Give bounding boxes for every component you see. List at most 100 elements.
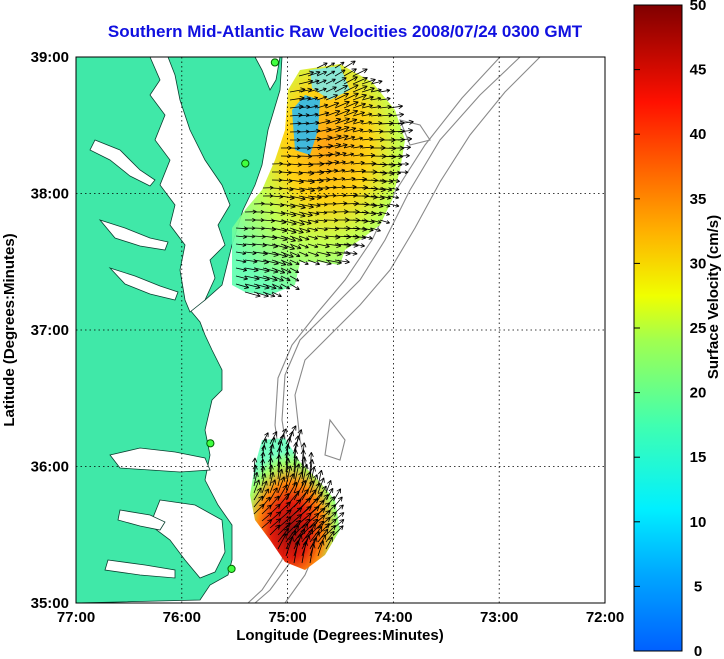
station-marker xyxy=(227,564,236,573)
velocity-arrow xyxy=(307,259,320,266)
velocity-arrow xyxy=(293,523,309,543)
velocity-arrow xyxy=(244,242,256,247)
velocity-arrow xyxy=(370,219,382,224)
velocity-arrow xyxy=(285,513,303,529)
velocity-arrow xyxy=(361,227,374,232)
y-tick-label: 38:00 xyxy=(31,186,69,203)
velocity-arrow xyxy=(325,536,333,550)
velocity-arrow xyxy=(317,528,329,543)
velocity-arrow xyxy=(343,101,359,109)
colorbar-tick-label: 20 xyxy=(690,385,707,402)
velocity-arrow xyxy=(352,111,365,117)
velocity-arrow xyxy=(334,134,349,141)
velocity-arrow xyxy=(388,195,400,200)
velocity-arrow xyxy=(293,540,301,564)
velocity-arrow xyxy=(298,227,311,233)
velocity-arrow xyxy=(260,451,266,466)
velocity-arrow xyxy=(379,219,390,224)
velocity-arrow xyxy=(316,71,327,77)
velocity-arrow xyxy=(379,211,390,216)
velocity-arrow xyxy=(379,96,391,101)
velocity-arrow xyxy=(388,104,404,110)
velocity-arrow xyxy=(280,275,291,282)
velocity-arrow xyxy=(253,291,269,298)
velocity-arrow xyxy=(235,259,247,264)
velocity-arrow xyxy=(298,96,312,101)
velocity-arrow xyxy=(289,243,302,250)
velocity-arrow xyxy=(325,109,341,117)
velocity-arrow xyxy=(307,211,320,216)
velocity-arrow xyxy=(316,227,328,232)
velocity-arrow xyxy=(285,465,293,487)
velocity-arrow xyxy=(334,100,350,109)
velocity-arrow xyxy=(285,481,297,501)
velocity-arrow xyxy=(269,524,281,536)
velocity-arrow xyxy=(334,258,350,265)
velocity-arrow xyxy=(289,259,300,265)
velocity-arrow xyxy=(298,251,309,257)
velocity-arrow xyxy=(333,525,344,536)
velocity-arrow xyxy=(352,144,364,149)
velocity-arrow xyxy=(289,267,300,274)
velocity-arrow xyxy=(343,84,359,93)
velocity-arrow xyxy=(361,128,373,133)
velocity-arrow xyxy=(301,471,311,494)
velocity-arrow xyxy=(334,69,346,77)
velocity-arrow xyxy=(280,283,291,290)
velocity-arrow xyxy=(235,283,250,289)
colorbar-tick-label: 25 xyxy=(690,320,707,337)
velocity-arrow xyxy=(307,70,321,77)
velocity-arrow xyxy=(261,512,273,522)
velocity-arrow xyxy=(253,471,259,487)
velocity-arrow xyxy=(361,120,373,125)
colorbar-tick-label: 40 xyxy=(690,126,707,143)
velocity-arrow xyxy=(352,119,365,125)
velocity-arrow xyxy=(284,450,290,473)
velocity-arrow xyxy=(325,524,336,536)
velocity-arrow xyxy=(325,70,336,77)
velocity-arrow xyxy=(293,479,307,501)
velocity-arrow xyxy=(325,126,342,133)
velocity-arrow xyxy=(370,79,383,85)
velocity-arrow xyxy=(307,79,320,85)
velocity-arrow xyxy=(334,151,347,157)
velocity-arrow xyxy=(269,479,277,494)
velocity-arrow xyxy=(300,449,306,473)
velocity-arrow xyxy=(307,104,319,109)
velocity-arrow xyxy=(289,283,300,290)
velocity-arrow xyxy=(334,85,348,93)
velocity-arrow xyxy=(285,535,294,557)
velocity-arrow xyxy=(316,218,328,223)
velocity-arrow xyxy=(397,161,409,167)
velocity-arrow xyxy=(370,88,382,93)
velocity-arrow xyxy=(316,87,327,93)
velocity-arrow xyxy=(269,471,275,487)
velocity-arrow xyxy=(388,112,405,118)
y-tick-label: 35:00 xyxy=(31,595,69,612)
velocity-arrow xyxy=(261,438,268,452)
velocity-arrow xyxy=(244,291,261,298)
velocity-arrow xyxy=(307,227,319,232)
velocity-arrow xyxy=(261,480,268,494)
velocity-arrow xyxy=(317,477,325,494)
velocity-arrow xyxy=(334,177,346,181)
y-tick-label: 36:00 xyxy=(31,459,69,476)
x-tick-label: 75:00 xyxy=(268,609,306,626)
velocity-arrow xyxy=(235,275,249,281)
velocity-arrow xyxy=(298,219,312,225)
velocity-arrow xyxy=(397,170,409,175)
colorbar-tick-label: 15 xyxy=(690,449,707,466)
velocity-arrow xyxy=(293,512,312,529)
y-tick-label: 37:00 xyxy=(31,322,69,339)
velocity-arrow xyxy=(276,461,283,480)
velocity-arrow xyxy=(397,128,414,134)
velocity-arrow xyxy=(271,275,284,282)
x-tick-label: 74:00 xyxy=(374,609,412,626)
velocity-arrow xyxy=(325,78,336,85)
velocity-arrow xyxy=(317,469,324,487)
velocity-arrow xyxy=(289,251,301,258)
velocity-arrow xyxy=(343,160,355,165)
velocity-arrow xyxy=(269,431,278,445)
